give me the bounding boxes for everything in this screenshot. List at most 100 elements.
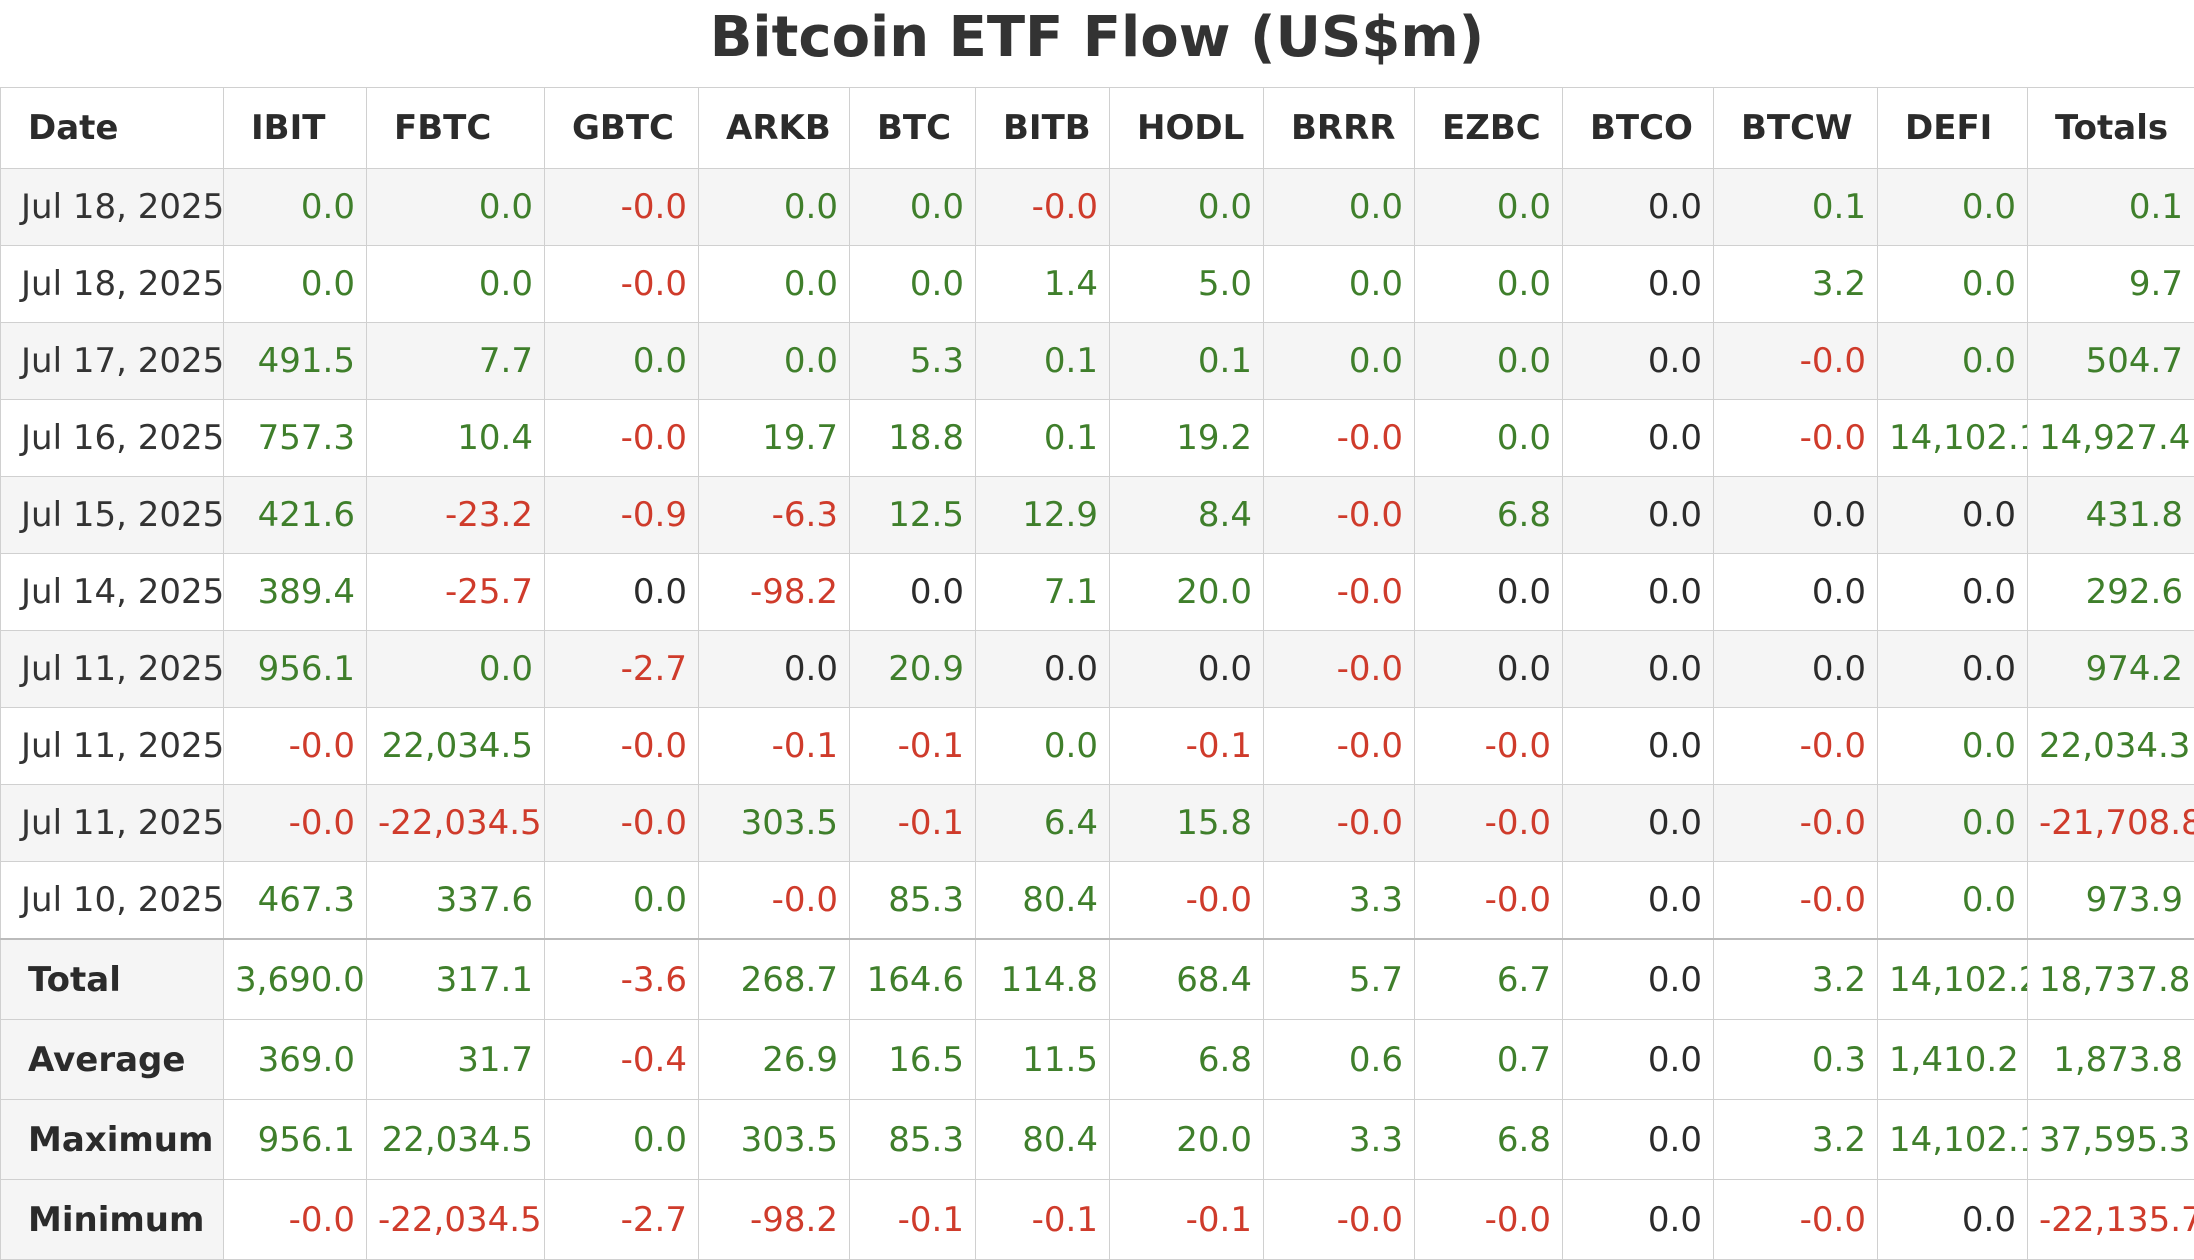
flow-cell: 15.8 — [1110, 785, 1264, 862]
flow-cell: 0.0 — [367, 169, 545, 246]
flow-cell: 0.0 — [1563, 323, 1714, 400]
row-label: Total — [1, 939, 224, 1020]
flow-cell: 0.0 — [976, 708, 1110, 785]
flow-cell: 19.2 — [1110, 400, 1264, 477]
flow-cell: -0.1 — [699, 708, 850, 785]
column-header: BTCW — [1714, 88, 1878, 169]
flow-cell: 0.0 — [976, 631, 1110, 708]
flow-cell: 7.7 — [367, 323, 545, 400]
flow-cell: -0.0 — [545, 400, 699, 477]
flow-cell: -0.1 — [1110, 708, 1264, 785]
flow-cell: 19.7 — [699, 400, 850, 477]
flow-cell: 0.0 — [1563, 169, 1714, 246]
flow-cell: -0.1 — [850, 785, 976, 862]
flow-cell: 1,410.2 — [1878, 1020, 2028, 1100]
row-label: Jul 11, 2025 — [1, 785, 224, 862]
summary-row: Minimum-0.0-22,034.5-2.7-98.2-0.1-0.1-0.… — [1, 1180, 2194, 1260]
column-header: BITB — [976, 88, 1110, 169]
flow-cell: 20.0 — [1110, 554, 1264, 631]
row-label: Minimum — [1, 1180, 224, 1260]
flow-cell: 0.0 — [1878, 169, 2028, 246]
flow-cell: 0.1 — [976, 323, 1110, 400]
column-header: ARKB — [699, 88, 850, 169]
flow-cell: 0.0 — [1415, 400, 1563, 477]
flow-cell: 22,034.3 — [2028, 708, 2194, 785]
flow-cell: 0.0 — [545, 862, 699, 940]
flow-cell: 0.0 — [1264, 169, 1415, 246]
flow-cell: 0.0 — [1563, 631, 1714, 708]
flow-cell: 0.0 — [1563, 554, 1714, 631]
flow-cell: 421.6 — [224, 477, 367, 554]
flow-cell: -0.0 — [1264, 554, 1415, 631]
flow-cell: 0.0 — [1415, 246, 1563, 323]
flow-cell: 0.0 — [1714, 477, 1878, 554]
flow-cell: 956.1 — [224, 1100, 367, 1180]
flow-cell: 80.4 — [976, 862, 1110, 940]
flow-cell: 0.0 — [1714, 631, 1878, 708]
flow-cell: 31.7 — [367, 1020, 545, 1100]
flow-cell: 0.0 — [1563, 1020, 1714, 1100]
flow-cell: -0.0 — [1415, 785, 1563, 862]
row-label: Jul 14, 2025 — [1, 554, 224, 631]
flow-cell: 0.0 — [699, 246, 850, 323]
flow-cell: 85.3 — [850, 862, 976, 940]
flow-cell: 0.1 — [1714, 169, 1878, 246]
flow-cell: -0.1 — [1110, 1180, 1264, 1260]
flow-cell: -0.4 — [545, 1020, 699, 1100]
column-header: Totals — [2028, 88, 2194, 169]
row-label: Jul 18, 2025 — [1, 246, 224, 323]
flow-cell: -0.0 — [224, 1180, 367, 1260]
flow-cell: 0.0 — [1415, 169, 1563, 246]
flow-cell: 164.6 — [850, 939, 976, 1020]
flow-cell: 14,102.1 — [1878, 1100, 2028, 1180]
flow-cell: 0.0 — [224, 246, 367, 323]
flow-cell: 292.6 — [2028, 554, 2194, 631]
flow-cell: 0.0 — [1415, 631, 1563, 708]
flow-cell: -0.0 — [224, 785, 367, 862]
column-header: Date — [1, 88, 224, 169]
flow-cell: 0.0 — [1563, 939, 1714, 1020]
flow-cell: 22,034.5 — [367, 708, 545, 785]
row-label: Jul 10, 2025 — [1, 862, 224, 940]
flow-cell: -0.1 — [850, 708, 976, 785]
flow-cell: 0.0 — [1563, 400, 1714, 477]
flow-cell: 16.5 — [850, 1020, 976, 1100]
flow-cell: -0.0 — [1714, 1180, 1878, 1260]
flow-cell: 0.0 — [1878, 323, 2028, 400]
flow-cell: -0.0 — [224, 708, 367, 785]
flow-cell: 467.3 — [224, 862, 367, 940]
flow-cell: -0.0 — [699, 862, 850, 940]
column-header: BRRR — [1264, 88, 1415, 169]
flow-cell: 0.0 — [1878, 785, 2028, 862]
flow-cell: 37,595.3 — [2028, 1100, 2194, 1180]
flow-cell: 431.8 — [2028, 477, 2194, 554]
flow-cell: 0.0 — [1563, 1100, 1714, 1180]
flow-cell: -98.2 — [699, 554, 850, 631]
flow-cell: 18.8 — [850, 400, 976, 477]
flow-cell: 369.0 — [224, 1020, 367, 1100]
flow-cell: -0.0 — [545, 785, 699, 862]
flow-cell: 26.9 — [699, 1020, 850, 1100]
flow-cell: -0.0 — [1110, 862, 1264, 940]
column-header: IBIT — [224, 88, 367, 169]
flow-cell: 0.0 — [699, 323, 850, 400]
flow-cell: -0.0 — [545, 246, 699, 323]
flow-cell: 0.0 — [1110, 631, 1264, 708]
row-label: Jul 18, 2025 — [1, 169, 224, 246]
flow-cell: -22,135.7 — [2028, 1180, 2194, 1260]
flow-cell: 3,690.0 — [224, 939, 367, 1020]
flow-cell: 0.0 — [1878, 631, 2028, 708]
flow-cell: -0.0 — [1415, 708, 1563, 785]
flow-cell: 0.0 — [850, 246, 976, 323]
flow-cell: 0.0 — [1714, 554, 1878, 631]
